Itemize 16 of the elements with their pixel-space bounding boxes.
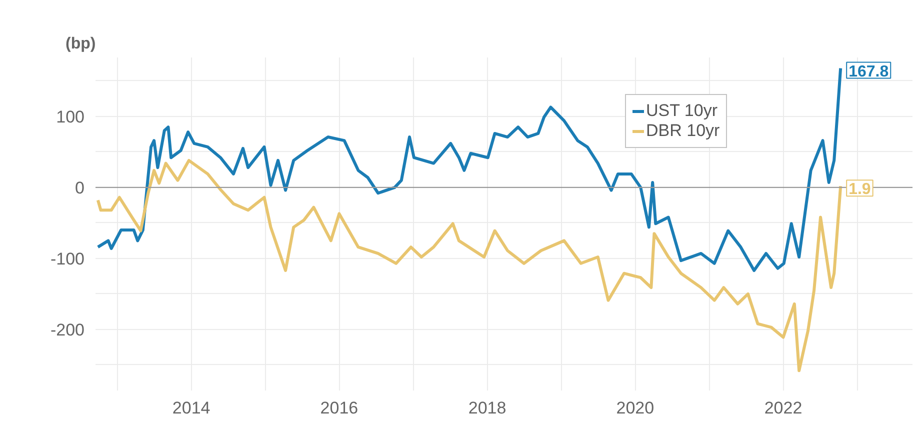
y-tick-label: -200	[50, 320, 85, 340]
x-tick-label: 2020	[616, 398, 654, 418]
data-label: 1.9	[848, 181, 871, 198]
x-tick-label: 2018	[468, 398, 506, 418]
data-label: 167.8	[848, 63, 889, 80]
y-tick-label: 0	[75, 178, 85, 198]
legend-label: UST 10yr	[646, 101, 718, 121]
x-tick-label: 2014	[172, 398, 210, 418]
y-axis-title: (bp)	[66, 36, 96, 52]
x-tick-label: 2016	[320, 398, 358, 418]
y-tick-label: 100	[56, 107, 85, 126]
legend-label: DBR 10yr	[646, 121, 720, 141]
line-series	[96, 66, 842, 272]
y-tick-label: -100	[50, 249, 85, 268]
line-series	[96, 158, 842, 372]
x-tick-label: 2022	[764, 398, 802, 418]
